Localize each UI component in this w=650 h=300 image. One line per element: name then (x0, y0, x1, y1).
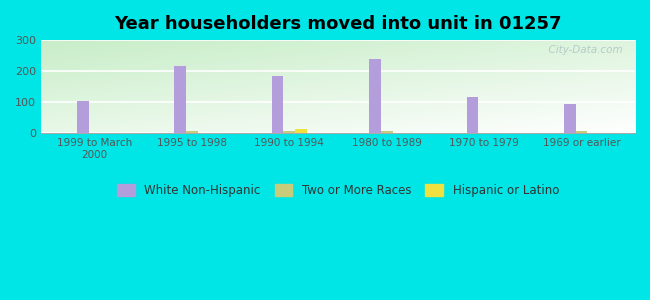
Bar (467, 97, 478, 133)
Bar (186, 131, 198, 133)
Title: Year householders moved into unit in 01257: Year householders moved into unit in 012… (114, 15, 562, 33)
Bar (381, 131, 393, 133)
Bar (295, 129, 307, 133)
Bar (369, 59, 381, 133)
Bar (576, 131, 588, 133)
Bar (272, 76, 283, 133)
Bar (564, 104, 576, 133)
Bar (283, 131, 295, 133)
Legend: White Non-Hispanic, Two or More Races, Hispanic or Latino: White Non-Hispanic, Two or More Races, H… (111, 178, 565, 203)
Bar (174, 66, 186, 133)
Bar (77, 101, 88, 133)
Text: City-Data.com: City-Data.com (543, 45, 623, 55)
